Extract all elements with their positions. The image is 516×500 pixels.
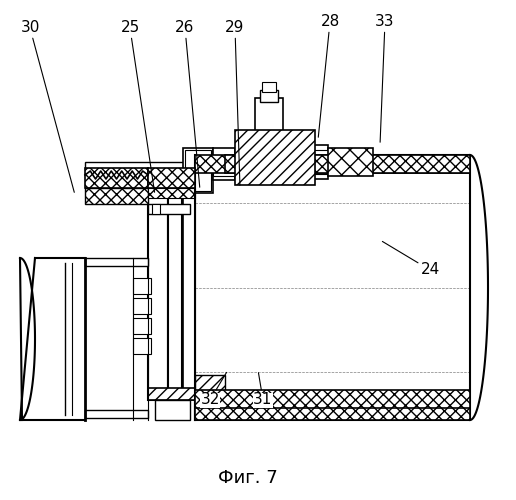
Bar xyxy=(195,172,250,178)
Bar xyxy=(85,188,148,204)
Bar xyxy=(85,162,195,170)
Bar xyxy=(328,148,373,176)
Bar xyxy=(185,150,211,191)
Bar xyxy=(85,258,148,266)
Text: 30: 30 xyxy=(20,20,74,192)
Bar xyxy=(308,145,328,179)
Bar xyxy=(248,153,302,165)
Bar xyxy=(148,168,195,188)
Text: 32: 32 xyxy=(200,372,227,408)
Bar xyxy=(213,168,308,176)
Bar xyxy=(168,173,182,400)
Bar xyxy=(262,82,276,92)
Bar xyxy=(248,140,302,175)
Bar xyxy=(148,388,196,400)
Bar xyxy=(235,148,308,183)
Bar xyxy=(195,402,470,420)
Text: 31: 31 xyxy=(253,372,272,408)
Bar xyxy=(148,188,195,198)
Bar xyxy=(133,318,151,334)
Bar xyxy=(260,90,278,102)
Bar xyxy=(235,130,315,185)
Text: 24: 24 xyxy=(382,242,440,278)
Bar xyxy=(85,168,148,188)
Bar xyxy=(195,393,225,408)
Bar xyxy=(183,148,213,193)
Bar xyxy=(133,338,151,354)
Bar xyxy=(213,160,308,168)
Text: 33: 33 xyxy=(375,14,395,142)
Bar xyxy=(213,148,235,180)
Text: 28: 28 xyxy=(318,14,340,137)
Bar xyxy=(255,98,283,133)
Bar xyxy=(152,204,160,214)
Bar xyxy=(195,164,250,172)
Bar xyxy=(148,173,168,400)
Bar xyxy=(155,400,190,420)
Text: 25: 25 xyxy=(120,20,155,192)
Bar xyxy=(133,298,151,314)
Bar xyxy=(183,173,195,400)
Bar xyxy=(85,410,148,418)
Bar xyxy=(195,155,470,420)
Text: 26: 26 xyxy=(175,20,200,187)
Bar xyxy=(308,150,328,174)
Text: 29: 29 xyxy=(225,20,245,185)
Bar xyxy=(372,160,392,168)
Bar xyxy=(195,408,470,420)
Bar xyxy=(195,390,470,408)
Bar xyxy=(195,155,470,173)
Text: Фиг. 7: Фиг. 7 xyxy=(218,469,278,487)
Bar xyxy=(148,204,190,214)
Bar xyxy=(225,155,470,173)
Bar xyxy=(133,278,151,294)
Bar xyxy=(195,375,225,393)
